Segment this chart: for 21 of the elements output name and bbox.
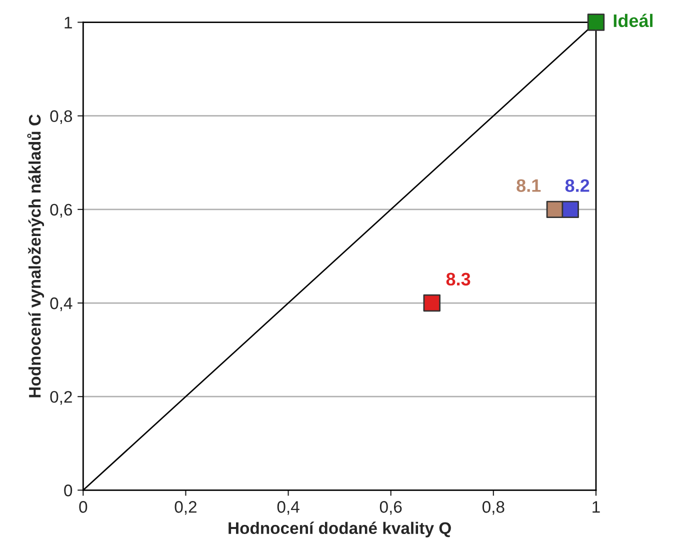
series-label: 8.2 <box>565 179 590 192</box>
x-axis-title: Hodnocení dodané kvality Q <box>228 522 451 538</box>
y-tick-label: 0,4 <box>50 297 72 312</box>
y-tick-label: 0 <box>64 484 72 496</box>
x-tick-label: 0,2 <box>174 501 196 515</box>
series-label: 8.1 <box>516 179 541 192</box>
point <box>423 294 440 312</box>
x-tick-label: 0,8 <box>482 501 504 515</box>
y-tick-label: 0,2 <box>50 390 72 405</box>
y-tick-label: 0,6 <box>50 204 72 218</box>
point <box>562 200 579 218</box>
series-label: 8.3 <box>446 272 470 286</box>
series-label: Ideál <box>614 14 653 28</box>
y-tick-label: 0,8 <box>50 110 72 124</box>
y-axis-title: Hodnocení vynaložených nákladů C <box>27 114 44 398</box>
x-tick-label: 0 <box>79 501 88 513</box>
x-tick-label: 0,4 <box>277 501 300 515</box>
y-tick-label: 1 <box>64 16 72 28</box>
x-tick-label: 0,6 <box>380 501 402 515</box>
point <box>587 14 605 31</box>
x-tick-label: 1 <box>592 501 600 513</box>
